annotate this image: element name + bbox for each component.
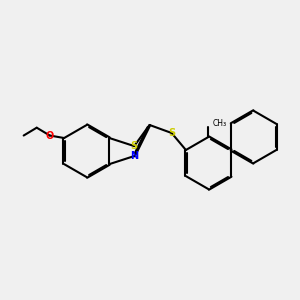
Text: O: O [46,130,54,140]
Text: N: N [130,151,138,161]
Text: CH₃: CH₃ [212,119,226,128]
Text: S: S [168,128,175,138]
Text: S: S [130,141,138,151]
